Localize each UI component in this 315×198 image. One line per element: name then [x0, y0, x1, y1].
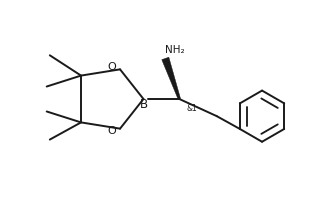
Text: O: O [108, 126, 117, 136]
Text: &1: &1 [186, 104, 197, 113]
Polygon shape [162, 57, 180, 99]
Text: B: B [140, 98, 147, 111]
Text: NH₂: NH₂ [165, 45, 185, 55]
Text: O: O [108, 62, 117, 72]
